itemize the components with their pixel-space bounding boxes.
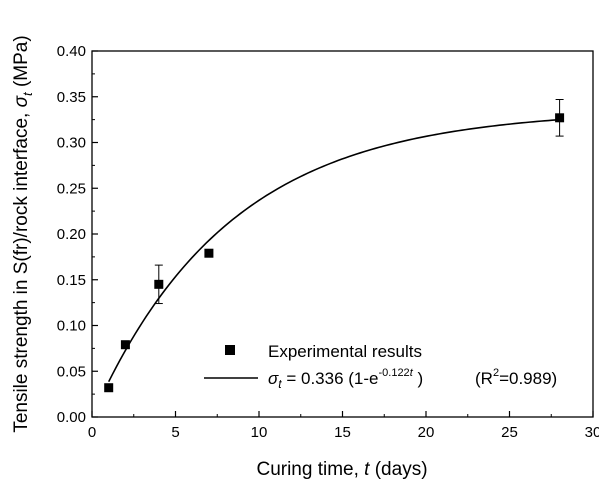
- x-tick-label: 25: [501, 424, 518, 441]
- legend: Experimental results σt = 0.336 (1-e-0.1…: [204, 342, 557, 391]
- data-point: [154, 279, 164, 289]
- plot-frame: [91, 50, 594, 418]
- y-axis-label: Tensile strength in S(fr)/rock interface…: [11, 35, 35, 432]
- x-tick-label: 15: [334, 424, 351, 441]
- y-tick-label: 0.30: [57, 135, 86, 152]
- legend-marker-square: [225, 345, 235, 355]
- x-tick-label: 30: [585, 424, 599, 441]
- legend-r-squared: (R2=0.989): [475, 367, 557, 388]
- x-tick-label: 0: [88, 424, 96, 441]
- y-tick-label: 0.20: [57, 226, 86, 243]
- x-tick-label: 20: [418, 424, 435, 441]
- y-tick-label: 0.25: [57, 180, 86, 197]
- y-tick-label: 0.40: [57, 43, 86, 60]
- data-point: [204, 248, 214, 258]
- x-tick-label: 5: [171, 424, 179, 441]
- data-point-layer: [104, 113, 565, 393]
- data-point: [120, 340, 130, 350]
- y-tick-label: 0.05: [57, 363, 86, 380]
- x-tick-label: 10: [251, 424, 268, 441]
- fit-curve: [107, 118, 560, 383]
- data-point: [104, 383, 114, 393]
- y-tick-label: 0.00: [57, 409, 86, 426]
- y-tick-label: 0.35: [57, 89, 86, 106]
- legend-item-fit-equation: σt = 0.336 (1-e-0.122t ): [268, 367, 423, 391]
- y-tick-label: 0.15: [57, 272, 86, 289]
- legend-item-experimental: Experimental results: [268, 342, 422, 361]
- data-point: [555, 113, 565, 123]
- x-axis-label: Curing time, t (days): [256, 459, 427, 480]
- y-tick-label: 0.10: [57, 318, 86, 335]
